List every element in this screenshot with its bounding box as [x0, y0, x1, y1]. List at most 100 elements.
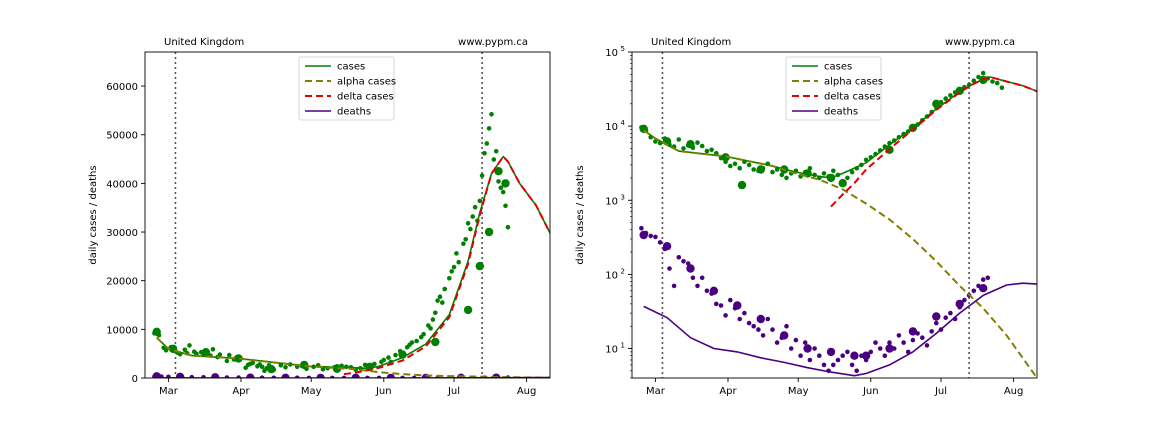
data-point-deaths-small — [705, 289, 710, 294]
data-point-cases-small — [478, 199, 483, 204]
data-point-deaths-small — [784, 324, 789, 329]
data-point-deaths-large — [850, 352, 858, 360]
data-point-cases-small — [227, 353, 232, 358]
data-point-deaths-small — [943, 315, 948, 320]
data-point-cases-large — [839, 179, 847, 187]
data-point-cases-small — [438, 294, 443, 299]
data-point-deaths-small — [794, 338, 799, 343]
x-tick-label: Jun — [862, 386, 879, 397]
y-tick-exponent: 4 — [621, 119, 626, 127]
data-point-cases-small — [1000, 85, 1005, 90]
data-point-cases-small — [382, 358, 387, 363]
data-point-cases-small — [492, 157, 497, 162]
data-point-deaths-small — [883, 353, 888, 358]
data-point-cases-small — [496, 179, 501, 184]
data-point-cases-small — [485, 141, 490, 146]
data-point-cases-small — [452, 265, 457, 270]
data-point-cases-small — [442, 287, 447, 292]
data-point-cases-small — [733, 162, 738, 167]
data-point-cases-small — [386, 355, 391, 360]
data-point-deaths-large — [153, 372, 161, 380]
data-point-deaths-small — [770, 327, 775, 332]
data-point-cases-large — [267, 365, 275, 373]
data-point-cases-small — [784, 176, 789, 181]
data-point-deaths-small — [911, 338, 916, 343]
data-point-cases-large — [485, 228, 493, 236]
data-point-cases-small — [473, 205, 478, 210]
data-point-deaths-small — [789, 346, 794, 351]
data-point-cases-small — [410, 340, 415, 345]
data-point-cases-small — [831, 169, 836, 174]
data-point-deaths-small — [972, 289, 977, 294]
y-tick-label: 50000 — [106, 131, 138, 142]
y-tick-label: 10 — [605, 122, 618, 133]
data-point-cases-small — [250, 361, 255, 366]
data-point-cases-small — [981, 71, 986, 76]
data-point-cases-small — [225, 359, 230, 364]
x-tick-label: May — [301, 386, 322, 397]
data-point-cases-large — [686, 140, 694, 148]
data-point-cases-small — [428, 326, 433, 331]
data-point-deaths-small — [925, 343, 930, 348]
data-point-deaths-small — [986, 276, 991, 281]
y-tick-label: 10 — [605, 48, 618, 59]
source-label: www.pypm.ca — [945, 37, 1015, 48]
data-point-deaths-large — [757, 315, 765, 323]
legend-label: alpha cases — [824, 77, 883, 88]
y-tick-label: 0 — [132, 374, 138, 385]
data-point-deaths-small — [751, 324, 756, 329]
data-point-cases-small — [695, 140, 700, 145]
series-line-alpha-cases — [644, 130, 1037, 378]
legend-label: cases — [337, 62, 365, 73]
data-point-deaths-small — [850, 363, 855, 368]
series-line-delta-cases — [344, 157, 550, 375]
data-point-cases-large — [464, 306, 472, 314]
data-point-deaths-small — [747, 321, 752, 326]
data-point-deaths-small — [798, 353, 803, 358]
data-point-cases-small — [677, 137, 682, 142]
data-point-deaths-large — [663, 242, 671, 250]
data-point-deaths-small — [929, 329, 934, 334]
data-point-deaths-large — [176, 373, 184, 381]
data-point-cases-small — [431, 317, 436, 322]
data-point-deaths-small — [667, 266, 672, 271]
data-point-cases-small — [456, 260, 461, 265]
data-point-cases-small — [747, 163, 752, 168]
data-point-deaths-large — [733, 301, 741, 309]
y-tick-exponent: 1 — [621, 342, 625, 350]
data-point-cases-small — [440, 300, 445, 305]
data-point-cases-small — [463, 237, 468, 242]
data-point-deaths-large — [710, 287, 718, 295]
legend-label: deaths — [824, 107, 858, 118]
data-point-deaths-small — [761, 333, 766, 338]
data-point-cases-small — [260, 365, 265, 370]
x-tick-label: Aug — [517, 386, 537, 397]
data-point-cases-large — [757, 165, 765, 173]
data-point-deaths-small — [700, 276, 705, 281]
data-point-deaths-small — [845, 350, 850, 355]
data-point-cases-small — [709, 148, 714, 153]
x-tick-label: Aug — [1004, 386, 1024, 397]
data-point-cases-small — [470, 214, 475, 219]
data-point-cases-small — [737, 166, 742, 171]
data-point-cases-large — [153, 328, 161, 336]
data-point-cases-small — [845, 176, 850, 181]
data-point-cases-large — [202, 348, 210, 356]
x-tick-label: Jul — [934, 386, 947, 397]
data-point-cases-small — [466, 221, 471, 226]
x-tick-label: May — [788, 386, 809, 397]
y-tick-label: 10000 — [106, 325, 138, 336]
data-point-deaths-small — [901, 340, 906, 345]
y-axis-label: daily cases / deaths — [88, 165, 99, 264]
data-point-cases-small — [482, 151, 487, 156]
data-point-cases-small — [494, 149, 499, 154]
data-point-cases-small — [489, 112, 494, 117]
y-tick-label: 40000 — [106, 179, 138, 190]
data-point-deaths-large — [885, 344, 893, 352]
data-point-cases-small — [770, 170, 775, 175]
x-tick-label: Mar — [646, 386, 666, 397]
